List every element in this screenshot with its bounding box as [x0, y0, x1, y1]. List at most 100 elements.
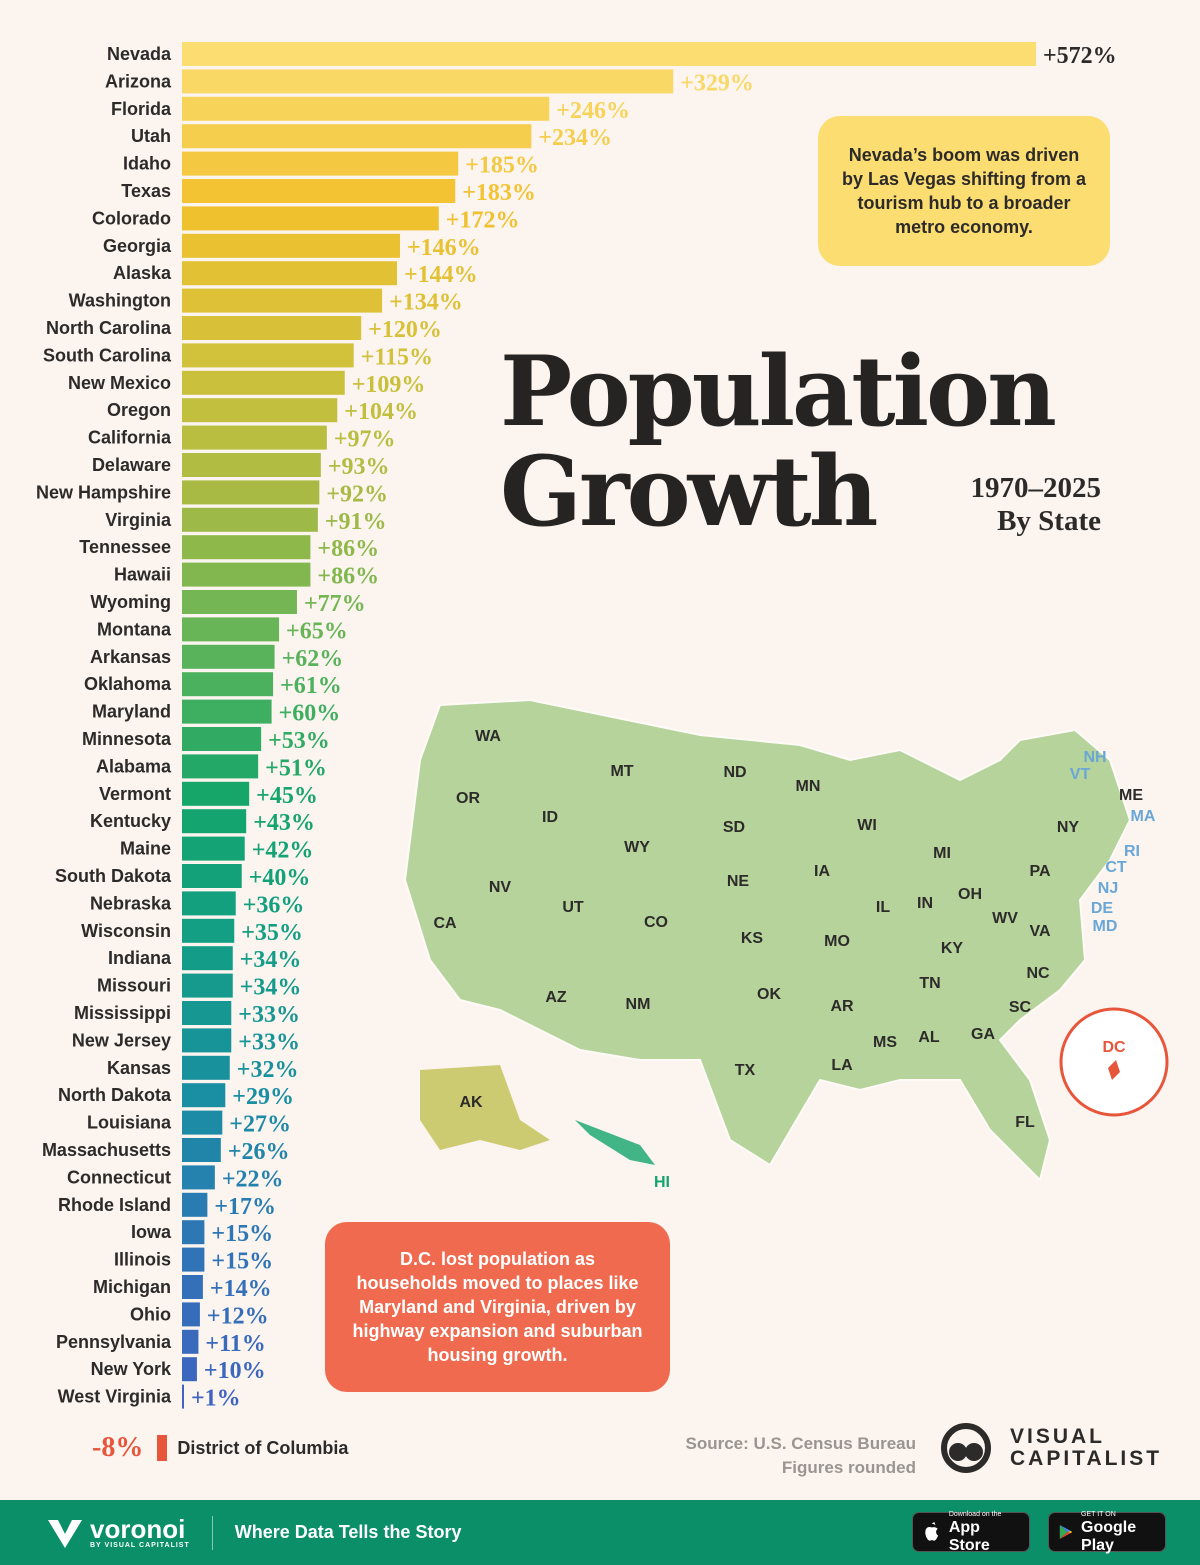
bar — [182, 617, 280, 642]
value-label: +45% — [256, 783, 318, 809]
voronoi-wordmark: voronoi — [90, 1514, 186, 1544]
value-label: +10% — [204, 1358, 266, 1384]
category-label: Virginia — [105, 510, 172, 530]
bar — [182, 1110, 223, 1135]
value-label: +144% — [404, 262, 478, 288]
value-label: +92% — [326, 481, 388, 507]
map-state-label: SD — [723, 819, 745, 836]
subtitle-by-state: By State — [997, 505, 1101, 537]
dc-value-label: -8% — [92, 1432, 144, 1463]
value-label: +234% — [538, 125, 612, 151]
bar — [182, 1165, 215, 1190]
category-label: Nebraska — [90, 893, 172, 913]
category-label: Alaska — [113, 263, 172, 283]
bar — [182, 398, 338, 423]
bar — [182, 864, 242, 888]
category-label: Kentucky — [90, 811, 171, 831]
bar — [182, 781, 250, 806]
map-state-label: MN — [796, 778, 821, 795]
category-label: Massachusetts — [42, 1140, 171, 1160]
category-label: Pennsylvania — [56, 1332, 172, 1352]
map-state-label: OR — [456, 790, 480, 807]
bar — [182, 946, 233, 971]
category-label: Nevada — [107, 44, 172, 64]
value-label: +22% — [222, 1166, 284, 1192]
bar — [182, 453, 321, 477]
value-label: +172% — [446, 207, 520, 233]
value-label: +14% — [210, 1276, 272, 1302]
bar — [182, 1001, 232, 1025]
category-label: Arkansas — [90, 647, 171, 667]
bar-series: Nevada +572% Arizona +329% Florida +246% Utah +… — [36, 42, 1117, 1412]
value-label: +183% — [462, 180, 536, 206]
value-label: +329% — [680, 70, 754, 96]
dc-map-label: DC — [1102, 1039, 1126, 1056]
category-label: Wisconsin — [81, 921, 171, 941]
value-label: +77% — [304, 591, 366, 617]
bar — [182, 562, 311, 587]
map-state-label: NV — [489, 879, 512, 896]
category-label: Oregon — [107, 400, 171, 420]
nevada-callout: Nevada’s boom was driven by Las Vegas sh… — [818, 116, 1110, 266]
bar — [182, 891, 236, 916]
category-label: Minnesota — [82, 729, 172, 749]
map-state-label: ME — [1119, 787, 1143, 804]
figures-rounded-note: Figures rounded — [781, 1458, 916, 1477]
map-state-label: SC — [1009, 999, 1032, 1016]
category-label: Arizona — [105, 71, 172, 91]
category-label: Louisiana — [87, 1113, 172, 1133]
map-northeast-label: NJ — [1098, 880, 1118, 897]
category-label: Missouri — [97, 976, 171, 996]
map-northeast-label: RI — [1124, 843, 1140, 860]
value-label: +97% — [334, 427, 396, 453]
chart-subtitle: 1970–2025 By State — [971, 472, 1102, 538]
bar — [182, 316, 362, 340]
value-label: +26% — [228, 1139, 290, 1165]
google-play-small-text: GET IT ON — [1081, 1510, 1116, 1518]
value-label: +185% — [465, 153, 539, 179]
bar — [182, 1247, 205, 1272]
map-northeast-label: MD — [1093, 918, 1118, 935]
category-label: Ohio — [130, 1304, 171, 1324]
bar-chart: Nevada +572% Arizona +329% Florida +246% Utah +… — [36, 42, 1169, 1412]
bar — [182, 343, 354, 368]
value-label: +91% — [325, 509, 387, 535]
value-label: +42% — [252, 838, 314, 864]
brand-line-1: VISUAL — [1010, 1425, 1106, 1448]
category-label: New Mexico — [68, 373, 171, 393]
map-state-label: AZ — [545, 989, 567, 1006]
map-northeast-label: MA — [1131, 808, 1156, 825]
category-label: New Jersey — [72, 1030, 171, 1050]
app-store-button[interactable]: Download on the App Store — [912, 1511, 1030, 1554]
bar — [182, 973, 233, 998]
bar — [182, 1302, 200, 1327]
google-play-button[interactable]: GET IT ON Google Play — [1048, 1510, 1166, 1554]
map-northeast-label: NH — [1083, 749, 1106, 766]
category-label: Oklahoma — [84, 674, 172, 694]
value-label: +246% — [556, 98, 630, 124]
value-label: +61% — [280, 673, 342, 699]
bar — [182, 1384, 184, 1409]
map-state-label: TN — [919, 975, 940, 992]
subtitle-years: 1970–2025 — [970, 472, 1102, 504]
map-state-label: KS — [741, 930, 764, 947]
us-map: WA OR CA ID NV UT AZ MT WY CO NM ND SD NE KS OK TX MN IA MO… — [403, 698, 1169, 1191]
category-label: Alabama — [96, 756, 172, 776]
map-outline — [403, 698, 1132, 1182]
map-state-label: WY — [624, 839, 650, 856]
voronoi-logo[interactable]: voronoi BY VISUAL CAPITALIST — [46, 1516, 190, 1550]
bar — [182, 644, 275, 669]
footer-divider — [211, 1515, 213, 1550]
value-label: +43% — [253, 810, 315, 836]
bar — [182, 918, 235, 943]
category-label: New Hampshire — [36, 482, 171, 502]
bar — [182, 699, 272, 724]
value-label: +32% — [237, 1057, 299, 1083]
bar — [182, 370, 345, 395]
category-label: Hawaii — [114, 565, 171, 585]
category-label: Delaware — [92, 455, 171, 475]
map-state-label: MI — [933, 845, 951, 862]
footer-bar: voronoi BY VISUAL CAPITALIST Where Data … — [0, 1500, 1200, 1565]
bar — [182, 1357, 197, 1382]
bar — [182, 1220, 205, 1245]
